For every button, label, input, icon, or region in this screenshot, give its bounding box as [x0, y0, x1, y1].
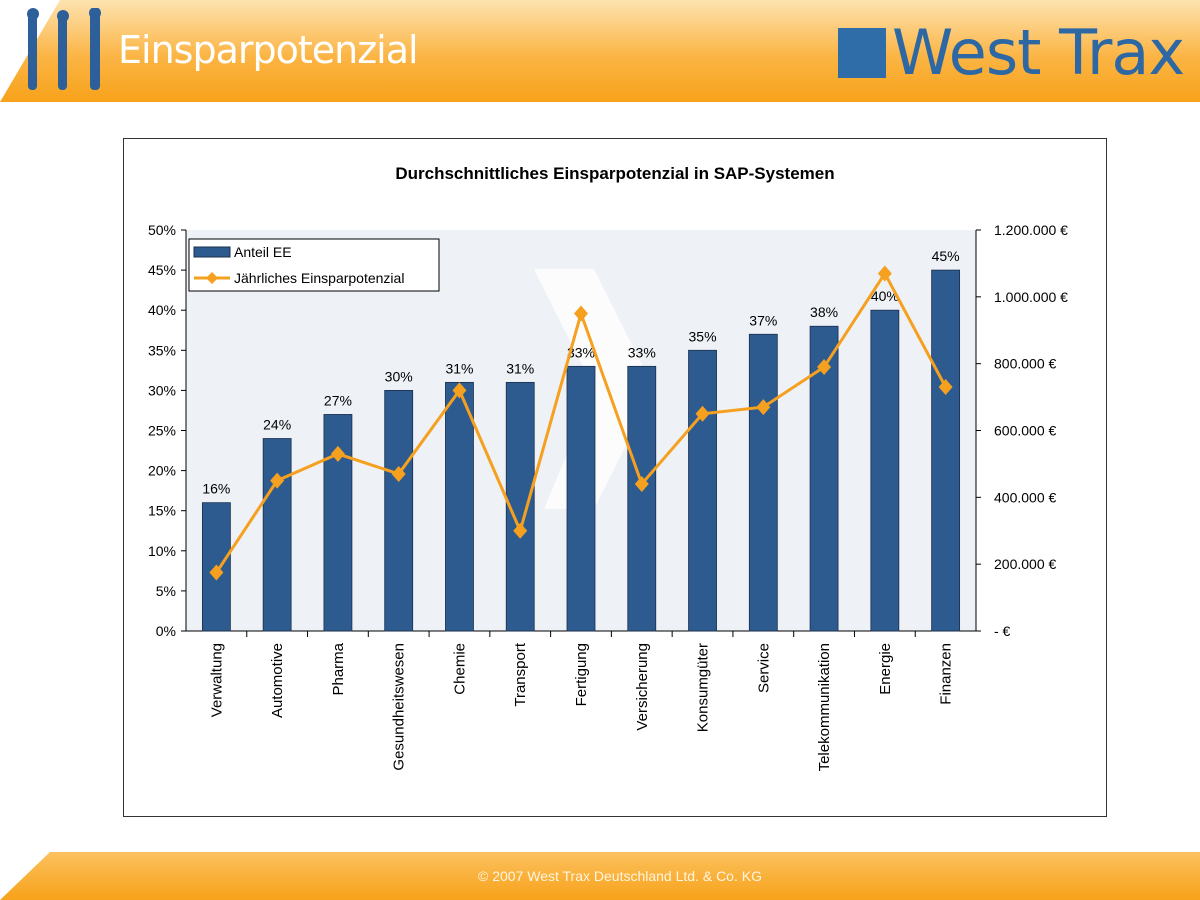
left-tick-label: 30% [148, 382, 176, 398]
legend-bar-swatch [193, 246, 231, 258]
bar-transport [505, 381, 535, 632]
line-marker [634, 475, 649, 492]
bar-energie [870, 309, 900, 632]
legend-line-marker [206, 272, 218, 284]
line-marker [452, 382, 467, 399]
logo-arrow-icon [838, 28, 886, 78]
chart-svg: Durchschnittliches Einsparpotenzial in S… [148, 164, 1068, 771]
bar-data-label: 45% [932, 248, 960, 264]
category-label: Service [755, 643, 772, 693]
left-tick-label: 25% [148, 423, 176, 439]
line-marker [695, 405, 710, 422]
left-tick-label: 20% [148, 463, 176, 479]
left-tick-label: 35% [148, 342, 176, 358]
bar-versicherung [627, 365, 657, 632]
right-tick-label: 600.000 € [994, 423, 1056, 439]
bar-data-label: 31% [506, 360, 534, 376]
bar-fertigung [566, 365, 596, 632]
line-marker [270, 472, 285, 489]
line-marker [574, 305, 588, 322]
bar-data-label: 16% [202, 481, 230, 497]
right-tick-label: 800.000 € [994, 356, 1056, 372]
category-label: Finanzen [938, 643, 955, 705]
header-banner [0, 0, 1200, 102]
category-label: Telekommunikation [816, 643, 833, 771]
right-tick-label: - € [994, 623, 1011, 639]
bar-data-label: 33% [628, 344, 656, 360]
category-label: Pharma [330, 642, 347, 695]
bar-gesundheitswesen [384, 389, 414, 632]
category-label: Verwaltung [208, 643, 225, 717]
bar-telekommunikation [809, 325, 839, 632]
legend-label-line: Jährliches Einsparpotenzial [234, 270, 404, 286]
bar-service [748, 333, 778, 632]
bar-data-label: 40% [871, 288, 899, 304]
bar-finanzen [931, 269, 961, 632]
right-tick-label: 200.000 € [994, 556, 1056, 572]
legend-label-bar: Anteil EE [234, 244, 292, 260]
bar-data-label: 24% [263, 417, 291, 433]
line-marker [756, 399, 771, 416]
bar-data-label: 37% [749, 312, 777, 328]
category-label: Chemie [451, 643, 468, 695]
left-tick-label: 5% [156, 583, 176, 599]
left-tick-label: 0% [156, 623, 176, 639]
right-tick-label: 1.200.000 € [994, 222, 1068, 238]
footer-copyright: © 2007 West Trax Deutschland Ltd. & Co. … [478, 868, 762, 884]
line-marker [391, 465, 406, 482]
left-tick-label: 45% [148, 262, 176, 278]
bar-konsumgüter [688, 349, 717, 632]
category-label: Fertigung [573, 643, 590, 706]
category-label: Automotive [269, 643, 286, 718]
footer-banner [0, 852, 1200, 900]
line-marker [330, 445, 345, 462]
left-tick-label: 50% [148, 222, 176, 238]
left-tick-label: 40% [148, 302, 176, 318]
bar-data-label: 38% [810, 304, 838, 320]
left-tick-label: 15% [148, 503, 176, 519]
bar-chemie [445, 381, 474, 632]
people-silhouette-icon [27, 8, 101, 90]
line-marker [817, 359, 832, 376]
line-marker [513, 522, 528, 539]
bar-data-label: 27% [324, 392, 352, 408]
logo-text: West Trax [892, 16, 1185, 89]
line-marker [209, 564, 224, 581]
category-label: Energie [877, 643, 894, 695]
bar-data-label: 33% [567, 344, 595, 360]
category-label: Versicherung [634, 643, 651, 731]
category-label: Konsumgüter [695, 643, 712, 732]
bar-automotive [262, 438, 292, 632]
right-tick-label: 1.000.000 € [994, 289, 1068, 305]
page-title: Einsparpotenzial [118, 28, 419, 72]
chart-title: Durchschnittliches Einsparpotenzial in S… [395, 164, 834, 183]
west-trax-logo: West Trax [838, 16, 1185, 89]
left-tick-label: 10% [148, 543, 176, 559]
line-marker [877, 265, 892, 282]
bar-data-label: 35% [689, 328, 717, 344]
chart-container: Durchschnittliches Einsparpotenzial in S… [123, 138, 1107, 817]
legend-box [188, 238, 440, 292]
category-label: Transport [512, 642, 529, 706]
line-marker [938, 379, 953, 396]
category-label: Gesundheitswesen [391, 643, 408, 771]
right-tick-label: 400.000 € [994, 489, 1056, 505]
bar-data-label: 30% [385, 368, 413, 384]
bar-data-label: 31% [445, 360, 473, 376]
